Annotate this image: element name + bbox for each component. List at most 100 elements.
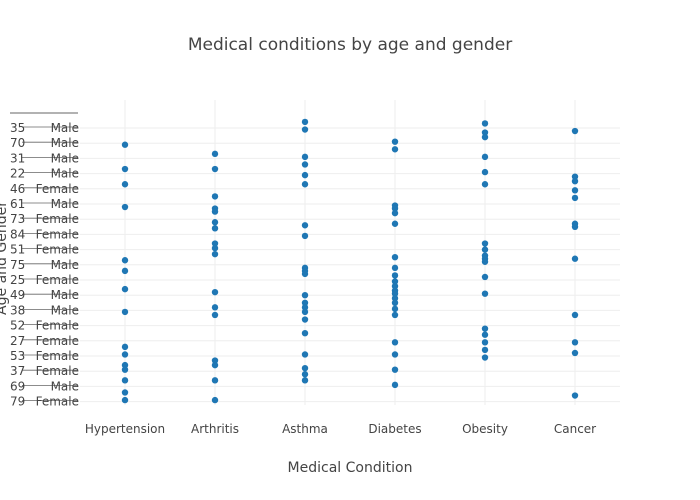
data-point[interactable] [121,366,129,373]
data-point[interactable] [301,153,309,161]
data-point[interactable] [211,357,219,364]
data-point[interactable] [301,232,309,240]
data-point[interactable] [391,220,399,227]
data-point[interactable] [571,255,579,262]
data-point[interactable] [391,305,399,313]
data-point[interactable] [391,272,399,279]
data-point[interactable] [211,219,219,226]
data-point[interactable] [481,273,489,281]
data-point[interactable] [391,311,399,319]
data-point[interactable] [121,257,129,264]
data-point[interactable] [211,377,219,384]
y-tick-gender: Male [51,121,79,135]
data-point[interactable] [301,181,309,188]
data-point[interactable] [391,278,399,285]
data-point[interactable] [481,346,489,354]
data-point[interactable] [391,339,399,346]
data-point[interactable] [481,181,489,188]
data-point[interactable] [301,351,309,358]
data-point[interactable] [121,267,129,275]
data-point[interactable] [571,349,579,357]
data-point[interactable] [121,181,129,188]
data-point[interactable] [211,250,219,258]
data-point[interactable] [211,193,219,200]
data-point[interactable] [211,244,219,252]
data-point[interactable] [571,127,579,135]
data-point[interactable] [571,178,579,185]
data-point[interactable] [571,392,579,399]
data-point[interactable] [211,208,219,215]
data-point[interactable] [391,366,399,373]
data-point[interactable] [301,330,309,337]
data-point[interactable] [211,225,219,232]
data-point[interactable] [391,381,399,389]
data-point[interactable] [301,308,309,316]
data-point[interactable] [301,292,309,299]
data-point[interactable] [211,165,219,173]
data-point[interactable] [481,240,489,247]
data-point[interactable] [391,138,399,145]
data-point[interactable] [211,150,219,158]
data-point[interactable] [481,339,489,346]
data-point[interactable] [391,209,399,217]
data-point[interactable] [481,331,489,338]
data-point[interactable] [121,203,129,211]
data-point[interactable] [211,396,219,404]
data-point[interactable] [301,304,309,311]
data-point[interactable] [121,165,129,173]
data-point[interactable] [391,290,399,297]
data-point[interactable] [121,285,129,293]
data-point[interactable] [391,299,399,306]
data-point[interactable] [481,133,489,141]
data-point[interactable] [481,354,489,361]
data-point[interactable] [301,270,309,278]
data-point[interactable] [571,187,579,194]
data-point[interactable] [481,129,489,136]
data-point[interactable] [571,223,579,230]
data-point[interactable] [121,396,129,404]
data-point[interactable] [121,361,129,369]
y-tick-gender: Female [36,334,79,348]
data-point[interactable] [211,288,219,296]
data-point[interactable] [121,389,129,396]
data-point[interactable] [481,258,489,265]
data-point[interactable] [121,343,129,351]
data-point[interactable] [391,295,399,302]
data-point[interactable] [481,290,489,297]
data-point[interactable] [571,339,579,346]
y-tick-gender: Female [36,227,79,241]
data-point[interactable] [211,361,219,369]
data-point[interactable] [301,222,309,229]
data-point[interactable] [391,351,399,358]
data-point[interactable] [571,173,579,180]
data-point[interactable] [121,308,129,316]
data-point[interactable] [391,205,399,212]
data-point[interactable] [211,240,219,247]
data-point[interactable] [301,316,309,323]
data-point[interactable] [301,364,309,372]
data-point[interactable] [481,246,489,253]
data-point[interactable] [121,377,129,384]
data-point[interactable] [301,126,309,133]
data-point[interactable] [301,161,309,168]
data-point[interactable] [391,146,399,153]
data-point[interactable] [301,299,309,306]
data-point[interactable] [211,311,219,319]
data-point[interactable] [391,282,399,290]
data-point[interactable] [121,141,129,148]
data-point[interactable] [121,351,129,358]
data-point[interactable] [301,171,309,179]
data-point[interactable] [301,377,309,384]
data-point[interactable] [571,194,579,202]
data-point[interactable] [481,325,489,332]
y-tick-age: 75 [10,258,25,272]
data-point[interactable] [391,254,399,261]
data-point[interactable] [481,153,489,161]
data-point[interactable] [571,311,579,319]
data-point[interactable] [211,304,219,311]
data-point[interactable] [481,120,489,127]
data-point[interactable] [481,168,489,176]
data-point[interactable] [301,118,309,126]
data-point[interactable] [391,264,399,272]
data-point[interactable] [301,371,309,378]
